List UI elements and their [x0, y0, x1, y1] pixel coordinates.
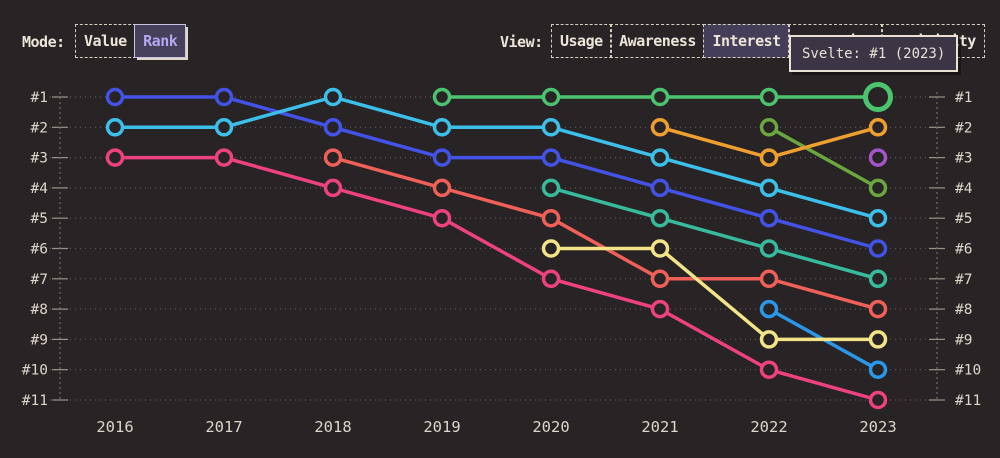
mode-label: Mode: — [22, 33, 65, 51]
marker-coral-2020[interactable] — [541, 208, 561, 228]
marker-magenta-2021[interactable] — [650, 299, 670, 319]
marker-orange-2023[interactable] — [868, 118, 888, 137]
marker-yellow-2020[interactable] — [541, 239, 561, 258]
marker-cyan-2017[interactable] — [214, 118, 234, 137]
marker-magenta-2022[interactable] — [759, 360, 779, 379]
marker-yellow-2021[interactable] — [650, 239, 670, 258]
marker-teal-2021[interactable] — [650, 208, 670, 228]
marker-magenta-2023[interactable] — [868, 390, 888, 410]
rank-label-left: #2 — [31, 120, 48, 136]
rank-label-left: #5 — [31, 211, 48, 227]
marker-cyan-2016[interactable] — [105, 118, 125, 137]
marker-teal-2022[interactable] — [759, 239, 779, 258]
year-label: 2022 — [750, 418, 787, 436]
rank-label-right: #11 — [955, 393, 981, 409]
view-option-usage[interactable]: Usage — [551, 24, 612, 58]
marker-olive-2023[interactable] — [868, 178, 888, 198]
rank-label-left: #1 — [31, 90, 48, 106]
tooltip: Svelte: #1 (2023) — [789, 35, 959, 72]
marker-teal-2023[interactable] — [868, 269, 888, 289]
year-label: 2021 — [641, 418, 678, 436]
rank-label-right: #3 — [955, 151, 972, 167]
series-line-magenta — [113, 155, 880, 402]
view-option-interest[interactable]: Interest — [703, 24, 790, 58]
rank-label-right: #2 — [955, 120, 972, 136]
rank-label-right: #6 — [955, 242, 972, 258]
marker-indigo-2022[interactable] — [759, 208, 779, 228]
marker-indigo-2018[interactable] — [323, 118, 343, 137]
marker-cyan-2019[interactable] — [432, 118, 452, 137]
rank-label-left: #7 — [31, 272, 48, 288]
rank-label-right: #7 — [955, 272, 972, 288]
year-label: 2017 — [205, 418, 242, 436]
series-line-indigo — [113, 95, 880, 251]
rank-label-right: #1 — [955, 90, 972, 106]
marker-olive-2022[interactable] — [759, 118, 779, 137]
marker-indigo-2023[interactable] — [868, 239, 888, 258]
marker-orange-2021[interactable] — [650, 118, 670, 137]
rank-label-left: #8 — [31, 302, 48, 318]
series-line-cyan — [113, 95, 880, 220]
marker-Svelte-2021[interactable] — [650, 87, 670, 107]
marker-sky-2023[interactable] — [868, 360, 888, 379]
marker-Svelte-2022[interactable] — [759, 87, 779, 107]
series-line-yellow — [549, 246, 880, 342]
year-label: 2018 — [314, 418, 351, 436]
year-label: 2023 — [859, 418, 896, 436]
mode-toggle: Value Rank — [75, 24, 187, 58]
marker-indigo-2017[interactable] — [214, 87, 234, 107]
marker-orange-2022[interactable] — [759, 148, 779, 167]
rank-label-left: #3 — [31, 151, 48, 167]
marker-coral-2022[interactable] — [759, 269, 779, 289]
year-label: 2016 — [96, 418, 133, 436]
year-label: 2019 — [423, 418, 460, 436]
marker-magenta-2020[interactable] — [541, 269, 561, 289]
mode-option-rank[interactable]: Rank — [134, 24, 187, 58]
marker-cyan-2018[interactable] — [323, 87, 343, 107]
rank-label-left: #10 — [22, 363, 48, 379]
tooltip-text: Svelte: #1 (2023) — [802, 45, 946, 62]
marker-yellow-2023[interactable] — [868, 330, 888, 349]
marker-magenta-2017[interactable] — [214, 148, 234, 167]
series-line-teal — [549, 186, 880, 281]
rank-label-right: #9 — [955, 332, 972, 348]
marker-magenta-2016[interactable] — [105, 148, 125, 167]
view-label: View: — [500, 33, 543, 51]
marker-cyan-2023[interactable] — [868, 208, 888, 228]
rank-label-left: #6 — [31, 242, 48, 258]
rank-label-right: #5 — [955, 211, 972, 227]
marker-coral-2019[interactable] — [432, 178, 452, 198]
marker-Svelte-2019[interactable] — [432, 87, 452, 107]
marker-cyan-2022[interactable] — [759, 178, 779, 198]
marker-cyan-2020[interactable] — [541, 118, 561, 137]
marker-coral-2021[interactable] — [650, 269, 670, 289]
rank-label-left: #4 — [31, 181, 49, 197]
marker-coral-2023[interactable] — [868, 299, 888, 319]
rank-label-right: #8 — [955, 302, 972, 318]
marker-Svelte-2020[interactable] — [541, 87, 561, 107]
highlighted-marker-Svelte-2023[interactable] — [863, 82, 893, 112]
series-line-olive — [767, 125, 880, 190]
marker-magenta-2018[interactable] — [323, 178, 343, 198]
marker-sky-2022[interactable] — [759, 299, 779, 319]
marker-purple-2023[interactable] — [868, 148, 888, 167]
marker-coral-2018[interactable] — [323, 148, 343, 167]
marker-yellow-2022[interactable] — [759, 330, 779, 349]
marker-indigo-2021[interactable] — [650, 178, 670, 198]
marker-magenta-2019[interactable] — [432, 208, 452, 228]
marker-cyan-2021[interactable] — [650, 148, 670, 167]
rank-label-left: #9 — [31, 332, 48, 348]
marker-indigo-2019[interactable] — [432, 148, 452, 167]
marker-indigo-2016[interactable] — [105, 87, 125, 107]
rank-label-left: #11 — [22, 393, 48, 409]
rank-label-right: #4 — [955, 181, 973, 197]
marker-indigo-2020[interactable] — [541, 148, 561, 167]
rank-label-right: #10 — [955, 363, 981, 379]
marker-teal-2020[interactable] — [541, 178, 561, 198]
series-line-coral — [331, 155, 880, 311]
year-label: 2020 — [532, 418, 569, 436]
